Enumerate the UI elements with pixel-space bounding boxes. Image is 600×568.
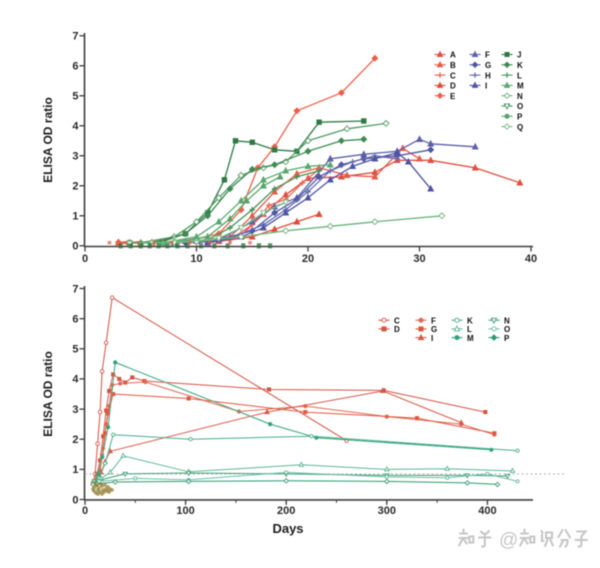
svg-text:N: N: [504, 316, 510, 325]
svg-text:10: 10: [190, 253, 202, 265]
svg-text:J: J: [517, 51, 521, 60]
svg-text:P: P: [504, 334, 510, 343]
svg-text:4: 4: [72, 121, 79, 133]
svg-text:0: 0: [72, 494, 78, 506]
svg-text:O: O: [504, 325, 510, 334]
svg-text:A: A: [450, 51, 456, 60]
svg-text:I: I: [485, 82, 487, 91]
svg-text:E: E: [450, 92, 456, 101]
svg-text:400: 400: [478, 505, 496, 517]
svg-text:100: 100: [176, 505, 194, 517]
svg-text:1: 1: [72, 211, 78, 223]
svg-text:0: 0: [72, 241, 78, 253]
svg-text:7: 7: [72, 31, 78, 43]
svg-text:F: F: [431, 316, 436, 325]
svg-text:G: G: [431, 325, 437, 334]
svg-text:F: F: [485, 51, 490, 60]
svg-text:L: L: [517, 71, 522, 80]
svg-text:L: L: [467, 325, 472, 334]
svg-text:O: O: [517, 102, 523, 111]
svg-text:N: N: [517, 92, 523, 101]
svg-text:ELISA OD ratio: ELISA OD ratio: [41, 351, 55, 437]
svg-text:6: 6: [72, 314, 78, 326]
svg-text:5: 5: [72, 91, 78, 103]
svg-text:G: G: [485, 61, 491, 70]
svg-text:C: C: [450, 71, 456, 80]
svg-text:M: M: [517, 82, 524, 91]
svg-text:B: B: [450, 61, 456, 70]
svg-text:3: 3: [72, 404, 78, 416]
svg-text:K: K: [467, 316, 473, 325]
svg-text:200: 200: [277, 505, 295, 517]
svg-text:M: M: [467, 334, 474, 343]
svg-text:300: 300: [378, 505, 396, 517]
svg-text:0: 0: [82, 505, 88, 517]
svg-text:2: 2: [72, 434, 78, 446]
svg-text:D: D: [450, 82, 456, 91]
svg-text:1: 1: [72, 464, 78, 476]
svg-text:Q: Q: [517, 123, 523, 132]
svg-text:D: D: [394, 325, 400, 334]
svg-text:H: H: [485, 71, 491, 80]
svg-text:C: C: [394, 316, 400, 325]
svg-text:5: 5: [72, 344, 78, 356]
svg-text:30: 30: [413, 253, 425, 265]
svg-text:P: P: [517, 113, 523, 122]
svg-text:20: 20: [302, 253, 314, 265]
svg-text:3: 3: [72, 151, 78, 163]
svg-text:2: 2: [72, 181, 78, 193]
svg-text:6: 6: [72, 61, 78, 73]
svg-text:Days: Days: [272, 521, 303, 536]
svg-text:I: I: [431, 334, 433, 343]
svg-text:ELISA OD ratio: ELISA OD ratio: [41, 97, 55, 183]
svg-text:0: 0: [82, 253, 88, 265]
svg-text:40: 40: [525, 253, 537, 265]
svg-text:K: K: [517, 61, 523, 70]
svg-text:4: 4: [72, 374, 79, 386]
svg-text:@: @: [499, 530, 518, 551]
svg-text:7: 7: [72, 283, 78, 295]
